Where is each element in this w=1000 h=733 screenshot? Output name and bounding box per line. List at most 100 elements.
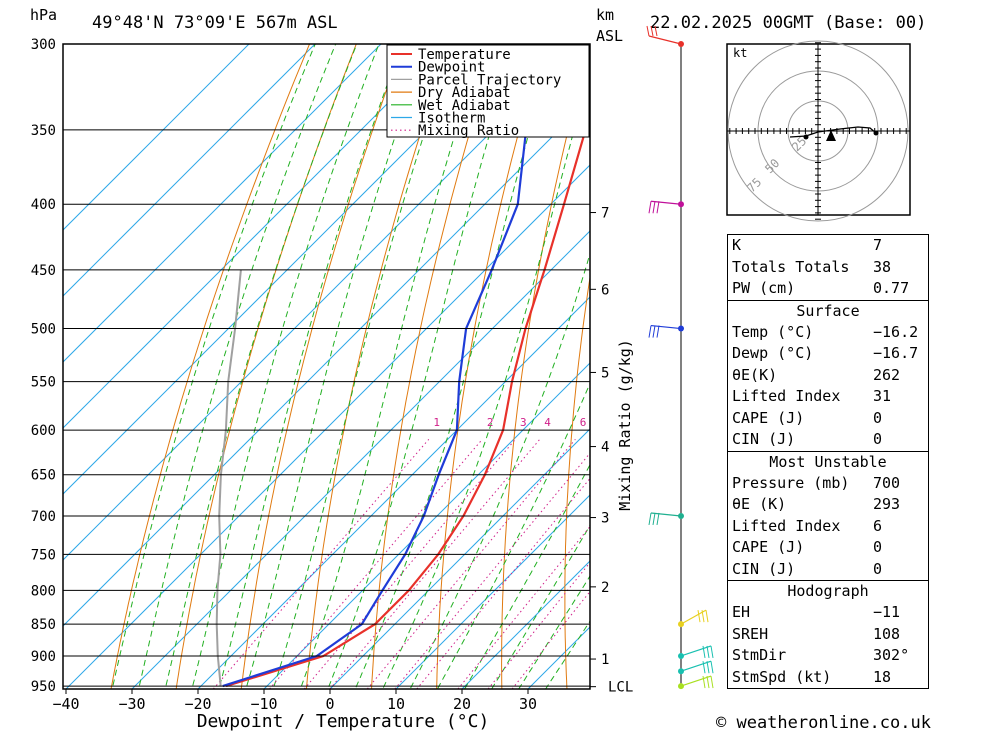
- x-tick-label: 10: [387, 695, 405, 713]
- hodograph-point: [803, 134, 809, 140]
- stmdir-value: 302°: [873, 646, 910, 664]
- wet-adiabat-line: [111, 44, 316, 689]
- wet-adiabat-line: [545, 620, 590, 689]
- surface-dewp-value: −16.7: [873, 344, 919, 362]
- hodograph-point: [873, 130, 879, 136]
- wet-adiabat-line: [272, 44, 455, 689]
- pressure-tick-label: 400: [31, 197, 56, 213]
- wind-profile: [646, 25, 714, 690]
- most-unstable-title: Most Unstable: [769, 452, 887, 471]
- pressure-tick-label: 600: [31, 423, 56, 439]
- legend-entry: Dewpoint: [418, 60, 485, 76]
- wind-barb-feather: [702, 661, 706, 674]
- x-tick-label: 0: [325, 695, 334, 713]
- x-axis-label: Dewpoint / Temperature (°C): [197, 711, 490, 732]
- surface-theta-label: θE(K): [732, 365, 778, 384]
- mixing-ratio-label: 4: [544, 416, 551, 429]
- isotherm-line: [329, 428, 590, 689]
- pressure-tick-label: 800: [31, 583, 56, 599]
- mixing-ratio-label: 2: [487, 416, 494, 429]
- wet-adiabat-line: [164, 44, 358, 689]
- wet-adiabat-line: [409, 251, 590, 689]
- isotherm-line: [65, 164, 590, 689]
- wind-barb: [650, 200, 682, 205]
- surface-title: Surface: [796, 301, 860, 320]
- pressure-tick-label: 900: [31, 649, 56, 665]
- wet-adiabat-line: [191, 44, 380, 689]
- wind-barb-feather: [654, 25, 658, 37]
- mixing-ratio-line: [212, 438, 430, 689]
- k-index-value: 7: [873, 236, 883, 254]
- wet-adiabat-line: [464, 463, 590, 689]
- wind-barb-feather: [656, 512, 660, 526]
- mixing-ratio-line: [269, 438, 483, 689]
- mixing-ratio-label: 1: [433, 416, 440, 429]
- pw-value: 0.77: [873, 279, 910, 297]
- km-tick-label: 1: [601, 652, 609, 668]
- mixing-ratio-line: [416, 477, 590, 689]
- stmdir-label: StmDir: [732, 646, 787, 664]
- surface-temp-label: Temp (°C): [732, 322, 814, 341]
- km-tick-label: 7: [601, 206, 609, 222]
- lcl-label: LCL: [608, 680, 633, 696]
- surface-cin-value: 0: [873, 430, 883, 448]
- wind-barb-feather: [701, 610, 705, 623]
- datetime-title: 22.02.2025 00GMT (Base: 00): [650, 13, 926, 33]
- mu-theta-value: 293: [873, 495, 901, 513]
- km-tick-label: 5: [601, 365, 609, 381]
- wind-level-dot: [678, 325, 684, 332]
- isotherm-line: [63, 44, 580, 561]
- pressure-tick-label: 500: [31, 322, 56, 338]
- surface-li-value: 31: [873, 387, 892, 405]
- k-index-label: K: [732, 236, 742, 254]
- storm-motion-marker: [826, 130, 836, 141]
- surface-li-label: Lifted Index: [732, 387, 841, 405]
- wind-barb-feather: [648, 512, 652, 526]
- isotherm-line: [63, 44, 250, 231]
- wind-barb: [680, 609, 707, 625]
- axes: 3003504004505005506006507007508008509009…: [31, 37, 634, 713]
- legend-entry: Isotherm: [418, 111, 485, 127]
- mixing-ratio-axis-label: Mixing Ratio (g/kg): [616, 339, 634, 511]
- wind-barb-feather: [652, 512, 656, 526]
- isotherm-line: [197, 296, 590, 689]
- wind-barb-feather: [656, 325, 660, 338]
- wind-barb-feather: [706, 661, 710, 674]
- background-lines: [63, 44, 590, 689]
- wind-level-dot: [678, 683, 684, 690]
- mixing-ratio-line: [329, 438, 541, 689]
- hpa-axis-label: hPa: [30, 6, 57, 24]
- mu-li-label: Lifted Index: [732, 516, 841, 535]
- wind-level-dot: [678, 41, 684, 47]
- km-tick-label: 4: [601, 440, 609, 456]
- wind-level-dot: [678, 201, 684, 208]
- wind-level-dot: [678, 668, 684, 675]
- mixing-ratio-label: 8: [606, 416, 613, 429]
- wind-barb-feather: [702, 645, 706, 659]
- wet-adiabat-line: [299, 44, 485, 689]
- wet-adiabat-line: [245, 44, 428, 689]
- location-title: 49°48'N 73°09'E 567m ASL: [92, 13, 338, 33]
- x-tick-label: −30: [118, 695, 145, 713]
- totals-totals-value: 38: [873, 257, 892, 276]
- stmspd-label: StmSpd (kt): [732, 667, 832, 686]
- dry-adiabat-line: [175, 44, 357, 689]
- pressure-tick-label: 300: [31, 37, 56, 53]
- wind-barb-feather: [706, 645, 710, 659]
- pressure-tick-label: 550: [31, 375, 56, 391]
- wind-barb-feather: [652, 201, 656, 214]
- isotherm-line: [63, 44, 448, 429]
- legend-entry: Dry Adiabat: [418, 85, 511, 101]
- wind-barb-feather: [646, 25, 650, 37]
- km-tick-label: 2: [601, 580, 609, 596]
- wind-barb-feather: [710, 675, 714, 689]
- mu-cape-value: 0: [873, 538, 883, 556]
- mu-cape-label: CAPE (J): [732, 538, 805, 556]
- mu-cin-value: 0: [873, 559, 883, 578]
- isotherm-line: [63, 44, 382, 363]
- pressure-tick-label: 350: [31, 123, 56, 139]
- plot-frame: [62, 43, 591, 690]
- temperature-line: [225, 111, 590, 688]
- mu-cin-label: CIN (J): [732, 559, 796, 578]
